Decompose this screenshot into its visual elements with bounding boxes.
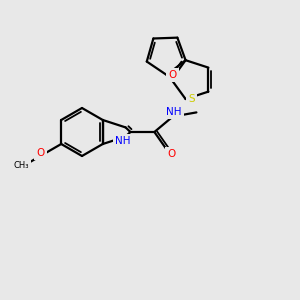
Text: O: O [167,149,175,159]
Text: NH: NH [166,106,182,117]
Text: S: S [188,94,195,104]
Text: NH: NH [115,136,130,146]
Text: CH₃: CH₃ [14,161,29,170]
Text: O: O [169,70,177,80]
Text: O: O [36,148,45,158]
